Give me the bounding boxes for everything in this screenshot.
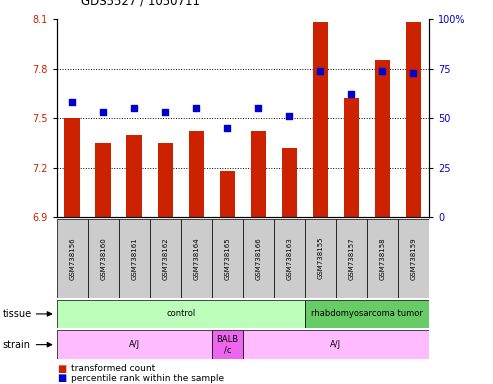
- FancyBboxPatch shape: [243, 330, 429, 359]
- FancyBboxPatch shape: [336, 219, 367, 298]
- Point: [285, 113, 293, 119]
- Text: control: control: [166, 310, 195, 318]
- Text: GDS5527 / 1050711: GDS5527 / 1050711: [81, 0, 200, 8]
- Bar: [219, 171, 235, 217]
- FancyBboxPatch shape: [398, 219, 429, 298]
- Text: GSM738165: GSM738165: [224, 237, 230, 280]
- Bar: [65, 118, 80, 217]
- Point: [192, 105, 200, 111]
- Bar: [282, 148, 297, 217]
- Bar: [375, 60, 390, 217]
- Text: A/J: A/J: [330, 340, 342, 349]
- FancyBboxPatch shape: [88, 219, 119, 298]
- FancyBboxPatch shape: [243, 219, 274, 298]
- Text: rhabdomyosarcoma tumor: rhabdomyosarcoma tumor: [311, 310, 423, 318]
- Text: tissue: tissue: [2, 309, 32, 319]
- FancyBboxPatch shape: [305, 219, 336, 298]
- Point: [317, 68, 324, 74]
- FancyBboxPatch shape: [212, 330, 243, 359]
- Text: GSM738164: GSM738164: [193, 237, 199, 280]
- Point: [68, 99, 76, 105]
- Text: GSM738157: GSM738157: [349, 237, 354, 280]
- Bar: [406, 23, 421, 217]
- Point: [99, 109, 107, 115]
- Text: GSM738161: GSM738161: [131, 237, 137, 280]
- FancyBboxPatch shape: [150, 219, 181, 298]
- Text: GSM738160: GSM738160: [100, 237, 106, 280]
- FancyBboxPatch shape: [57, 219, 88, 298]
- FancyBboxPatch shape: [367, 219, 398, 298]
- Text: GSM738156: GSM738156: [69, 237, 75, 280]
- Text: ■: ■: [57, 364, 66, 374]
- Bar: [96, 143, 111, 217]
- Text: ■: ■: [57, 373, 66, 383]
- Point: [410, 70, 418, 76]
- FancyBboxPatch shape: [212, 219, 243, 298]
- Point: [254, 105, 262, 111]
- Text: transformed count: transformed count: [71, 364, 156, 373]
- Bar: [127, 134, 142, 217]
- FancyBboxPatch shape: [181, 219, 212, 298]
- Text: GSM738159: GSM738159: [410, 237, 417, 280]
- Bar: [250, 131, 266, 217]
- Text: GSM738163: GSM738163: [286, 237, 292, 280]
- Point: [130, 105, 138, 111]
- Point: [223, 125, 231, 131]
- Bar: [313, 23, 328, 217]
- FancyBboxPatch shape: [274, 219, 305, 298]
- Text: A/J: A/J: [129, 340, 140, 349]
- Text: GSM738166: GSM738166: [255, 237, 261, 280]
- FancyBboxPatch shape: [57, 330, 212, 359]
- Point: [348, 91, 355, 98]
- FancyBboxPatch shape: [57, 300, 305, 328]
- FancyBboxPatch shape: [119, 219, 150, 298]
- Bar: [344, 98, 359, 217]
- Bar: [188, 131, 204, 217]
- Text: GSM738158: GSM738158: [380, 237, 386, 280]
- Bar: [157, 143, 173, 217]
- Text: GSM738155: GSM738155: [317, 237, 323, 280]
- Text: percentile rank within the sample: percentile rank within the sample: [71, 374, 225, 383]
- Text: strain: strain: [2, 339, 31, 350]
- Text: GSM738162: GSM738162: [162, 237, 168, 280]
- Point: [161, 109, 169, 115]
- Text: BALB
/c: BALB /c: [216, 335, 238, 354]
- Point: [379, 68, 387, 74]
- FancyBboxPatch shape: [305, 300, 429, 328]
